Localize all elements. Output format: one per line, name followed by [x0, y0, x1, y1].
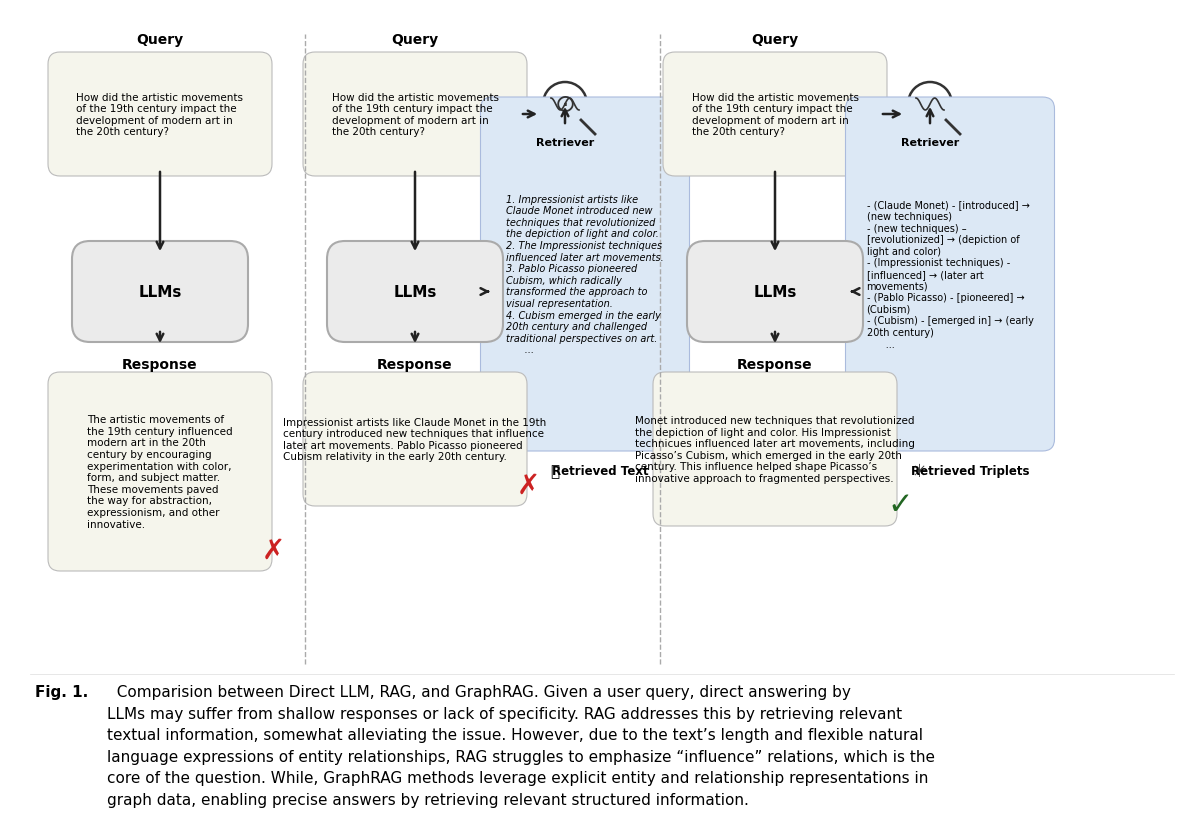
Text: - (Claude Monet) - [introduced] →
(new techniques)
- (new techniques) –
[revolut: - (Claude Monet) - [introduced] → (new t…: [867, 200, 1033, 349]
FancyBboxPatch shape: [663, 53, 887, 177]
Text: Response: Response: [737, 358, 813, 372]
Text: LLMs: LLMs: [754, 285, 797, 300]
Text: Response: Response: [122, 358, 197, 372]
Text: ✗: ✗: [517, 472, 541, 500]
FancyBboxPatch shape: [687, 242, 863, 342]
Text: ✗: ✗: [262, 536, 285, 564]
Text: Retriever: Retriever: [536, 138, 594, 147]
FancyBboxPatch shape: [327, 242, 503, 342]
Text: 📄: 📄: [550, 464, 560, 479]
FancyBboxPatch shape: [48, 53, 272, 177]
Text: Impressionist artists like Claude Monet in the 19th
century introduced new techn: Impressionist artists like Claude Monet …: [283, 417, 547, 462]
Text: 1. Impressionist artists like
Claude Monet introduced new
techniques that revolu: 1. Impressionist artists like Claude Mon…: [506, 194, 663, 355]
Text: ✳: ✳: [913, 463, 927, 481]
Text: Comparision between Direct LLM, RAG, and GraphRAG. Given a user query, direct an: Comparision between Direct LLM, RAG, and…: [107, 684, 936, 807]
Text: How did the artistic movements
of the 19th century impact the
development of mod: How did the artistic movements of the 19…: [331, 93, 498, 138]
FancyBboxPatch shape: [48, 373, 272, 572]
Text: Response: Response: [377, 358, 453, 372]
Text: The artistic movements of
the 19th century influenced
modern art in the 20th
cen: The artistic movements of the 19th centu…: [87, 414, 232, 529]
Text: Retriever: Retriever: [901, 138, 960, 147]
Text: How did the artistic movements
of the 19th century impact the
development of mod: How did the artistic movements of the 19…: [691, 93, 858, 138]
FancyBboxPatch shape: [303, 373, 527, 506]
Text: Query: Query: [136, 33, 183, 47]
Text: ⊙: ⊙: [555, 93, 576, 117]
Text: Retrieved Text: Retrieved Text: [551, 465, 648, 478]
Text: Monet introduced new techniques that revolutionized
the depiction of light and c: Monet introduced new techniques that rev…: [635, 415, 915, 483]
FancyBboxPatch shape: [72, 242, 248, 342]
FancyBboxPatch shape: [653, 373, 897, 527]
Text: Fig. 1.: Fig. 1.: [35, 684, 88, 699]
Text: LLMs: LLMs: [394, 285, 437, 300]
Text: How did the artistic movements
of the 19th century impact the
development of mod: How did the artistic movements of the 19…: [77, 93, 243, 138]
FancyBboxPatch shape: [480, 98, 690, 451]
Text: ✓: ✓: [887, 491, 913, 519]
Text: Retrieved Triplets: Retrieved Triplets: [910, 465, 1029, 478]
FancyBboxPatch shape: [303, 53, 527, 177]
Text: LLMs: LLMs: [138, 285, 182, 300]
Text: Query: Query: [391, 33, 438, 47]
FancyBboxPatch shape: [845, 98, 1055, 451]
Text: Query: Query: [751, 33, 798, 47]
